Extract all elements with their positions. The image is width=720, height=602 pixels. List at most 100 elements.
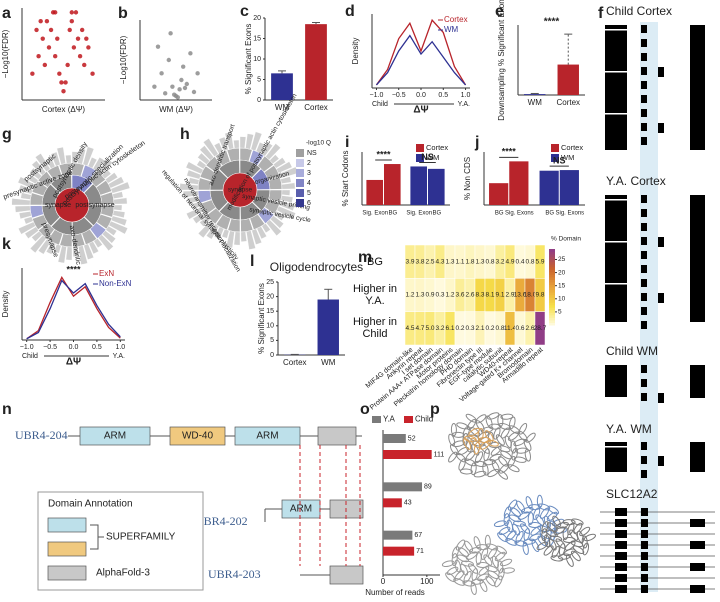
point bbox=[90, 71, 95, 76]
panel-letter: e bbox=[495, 3, 504, 20]
cell-label: 2.5 bbox=[425, 258, 434, 265]
sunburst-ring3 bbox=[278, 200, 296, 211]
cell-label: 9.8 bbox=[535, 292, 544, 299]
structure-coil bbox=[551, 545, 560, 558]
exon-block bbox=[641, 95, 647, 103]
sunburst-ring3 bbox=[11, 198, 31, 206]
colorbar-step bbox=[549, 294, 555, 298]
y-tick-label: 20 bbox=[266, 293, 274, 300]
sunburst-ring3 bbox=[203, 138, 219, 157]
sunburst-ring3 bbox=[28, 175, 39, 185]
cell-label: 18.0 bbox=[524, 292, 537, 299]
exon-block bbox=[615, 508, 627, 516]
domain-label: ARM bbox=[256, 431, 278, 442]
domain-box bbox=[47, 517, 87, 533]
domain-box bbox=[329, 565, 364, 585]
legend-swatch bbox=[296, 159, 304, 167]
exon-block bbox=[641, 265, 647, 273]
structure-coil bbox=[562, 519, 576, 526]
structure-coil bbox=[486, 439, 499, 447]
cell-label: 0.4 bbox=[515, 258, 524, 265]
structure-coil bbox=[499, 558, 513, 567]
sunburst-ring3 bbox=[206, 223, 220, 240]
point bbox=[69, 10, 75, 15]
colorbar-tick-label: 10 bbox=[558, 296, 566, 303]
cell-label: 1.3 bbox=[415, 292, 424, 299]
sunburst-ring3 bbox=[14, 205, 31, 213]
colorbar-step bbox=[549, 271, 555, 275]
domain-label: ARM bbox=[104, 431, 126, 442]
colorbar-step bbox=[549, 287, 555, 291]
sunburst-ring3 bbox=[18, 221, 36, 235]
exon-block bbox=[690, 563, 705, 571]
structure-coil bbox=[503, 513, 510, 527]
sunburst-ring3 bbox=[82, 146, 95, 167]
legend-swatch bbox=[551, 154, 559, 162]
colorbar-step bbox=[549, 266, 555, 270]
exon-block bbox=[641, 563, 648, 571]
point bbox=[38, 18, 43, 24]
sunburst-ring3 bbox=[53, 243, 62, 254]
sunburst-ring3 bbox=[251, 228, 263, 245]
sunburst-ring3 bbox=[102, 230, 117, 244]
sunburst-ring3 bbox=[224, 131, 234, 150]
structure-coil bbox=[494, 551, 506, 562]
sunburst-ring3 bbox=[261, 223, 271, 234]
y-axis-label: −Log10(FDR) bbox=[119, 35, 128, 84]
panel-letter: f bbox=[598, 5, 604, 22]
cell-label: 0.8 bbox=[495, 325, 504, 332]
exon-block bbox=[615, 530, 627, 538]
point bbox=[71, 45, 77, 50]
gap bbox=[605, 325, 627, 327]
legend-label: WM bbox=[426, 153, 439, 162]
panel-letter: b bbox=[118, 5, 128, 22]
exon-block bbox=[690, 541, 705, 549]
exon-block bbox=[690, 442, 705, 472]
sunburst-ring3 bbox=[65, 246, 73, 261]
sunburst-ring3 bbox=[250, 131, 263, 152]
gap bbox=[605, 446, 627, 448]
transcript-label: UBR4-203 bbox=[208, 567, 261, 581]
structure-coil bbox=[482, 462, 489, 476]
sunburst-label: synapse bbox=[45, 202, 71, 209]
panel-letter: n bbox=[2, 401, 12, 418]
structure-coil bbox=[456, 422, 469, 430]
sunburst-ring3 bbox=[199, 215, 211, 227]
sunburst-ring3 bbox=[50, 151, 61, 167]
point bbox=[84, 36, 89, 41]
exon-block bbox=[658, 456, 664, 466]
track-title: Child Cortex bbox=[606, 4, 672, 18]
legend-swatch bbox=[416, 154, 424, 162]
y-axis-label: −Log10(FDR) bbox=[1, 29, 10, 78]
exon-block bbox=[641, 81, 647, 89]
sunburst-ring3 bbox=[199, 145, 215, 161]
x-tick-label: BG bbox=[495, 211, 504, 217]
sunburst-label: synapse bbox=[228, 187, 253, 194]
cell-label: 8.1 bbox=[485, 292, 494, 299]
sunburst-ring3 bbox=[186, 196, 200, 205]
sunburst-ring3 bbox=[186, 169, 202, 180]
point bbox=[53, 10, 58, 15]
y-axis-label: % Significant Exons bbox=[257, 283, 266, 354]
legend-label: WM bbox=[444, 25, 459, 34]
colorbar-step bbox=[549, 284, 555, 288]
structure-coil bbox=[469, 426, 481, 437]
sunburst-ring3 bbox=[185, 161, 204, 175]
transcript-label: UBR4-202 bbox=[195, 514, 248, 528]
structure-coil bbox=[536, 494, 543, 508]
sunburst-ring3 bbox=[281, 182, 296, 190]
domain-box bbox=[169, 426, 226, 446]
y-axis-label: Density bbox=[1, 291, 10, 318]
domain-label: ARM bbox=[290, 504, 312, 515]
legend-swatch bbox=[296, 189, 304, 197]
colorbar-step bbox=[549, 312, 555, 316]
sunburst-ring3 bbox=[191, 201, 202, 210]
sunburst-ring3 bbox=[108, 176, 125, 189]
structure-coil bbox=[511, 447, 518, 461]
colorbar-step bbox=[549, 261, 555, 265]
structure-coil bbox=[473, 536, 481, 549]
sunburst-ring3 bbox=[276, 161, 293, 174]
point bbox=[86, 45, 91, 50]
domain-box bbox=[47, 541, 87, 557]
structure-coil bbox=[518, 422, 528, 435]
